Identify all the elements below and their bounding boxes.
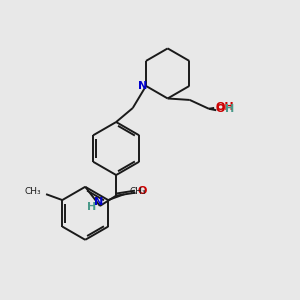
Text: H: H bbox=[225, 104, 234, 114]
Text: H: H bbox=[87, 202, 96, 212]
Text: N: N bbox=[94, 197, 103, 207]
Text: N: N bbox=[137, 81, 147, 91]
Text: CH₃: CH₃ bbox=[130, 187, 146, 196]
Text: CH₃: CH₃ bbox=[24, 187, 41, 196]
Text: OH: OH bbox=[215, 102, 234, 112]
Text: O: O bbox=[216, 104, 225, 114]
Text: O: O bbox=[137, 186, 146, 196]
